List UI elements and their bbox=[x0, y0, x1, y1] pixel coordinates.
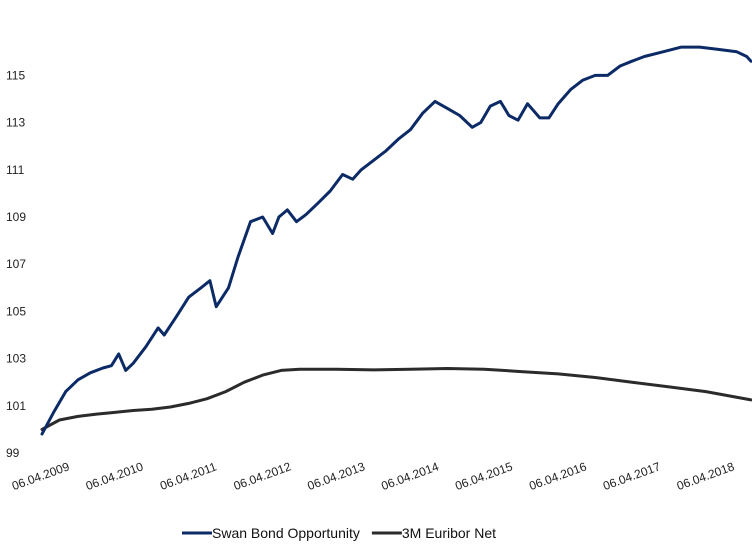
plot-area bbox=[40, 45, 752, 436]
x-tick-label: 06.04.2016 bbox=[527, 459, 589, 493]
x-tick-label: 06.04.2014 bbox=[379, 459, 441, 493]
y-tick-label: 111 bbox=[6, 163, 25, 177]
y-tick-label: 105 bbox=[6, 304, 26, 318]
y-tick-label: 109 bbox=[6, 210, 26, 224]
x-tick-label: 06.04.2010 bbox=[84, 459, 146, 493]
x-tick-label: 06.04.2013 bbox=[306, 459, 368, 493]
x-tick-label: 06.04.2018 bbox=[675, 459, 737, 493]
legend-label: 3M Euribor Net bbox=[402, 525, 496, 541]
legend: Swan Bond Opportunity 3M Euribor Net bbox=[182, 525, 496, 541]
y-tick-label: 107 bbox=[6, 257, 26, 271]
x-axis: 06.04.2009 06.04.2010 06.04.2011 06.04.2012… bbox=[10, 459, 736, 493]
y-tick-label: 103 bbox=[6, 352, 26, 366]
y-tick-label: 115 bbox=[6, 68, 25, 82]
x-tick-label: 06.04.2009 bbox=[10, 459, 72, 493]
series-line-swan-bond-opportunity bbox=[40, 45, 752, 436]
x-tick-label: 06.04.2012 bbox=[232, 459, 294, 493]
legend-label: Swan Bond Opportunity bbox=[212, 525, 360, 541]
x-tick-label: 06.04.2011 bbox=[158, 459, 219, 493]
x-tick-label: 06.04.2017 bbox=[601, 459, 663, 493]
y-tick-label: 99 bbox=[6, 446, 20, 460]
y-tick-label: 101 bbox=[6, 399, 26, 413]
y-axis: 99 101 103 105 107 109 111 113 115 bbox=[6, 68, 26, 460]
x-tick-label: 06.04.2015 bbox=[453, 459, 515, 493]
series-line-3m-euribor-net bbox=[40, 367, 752, 431]
y-tick-label: 113 bbox=[6, 116, 25, 130]
